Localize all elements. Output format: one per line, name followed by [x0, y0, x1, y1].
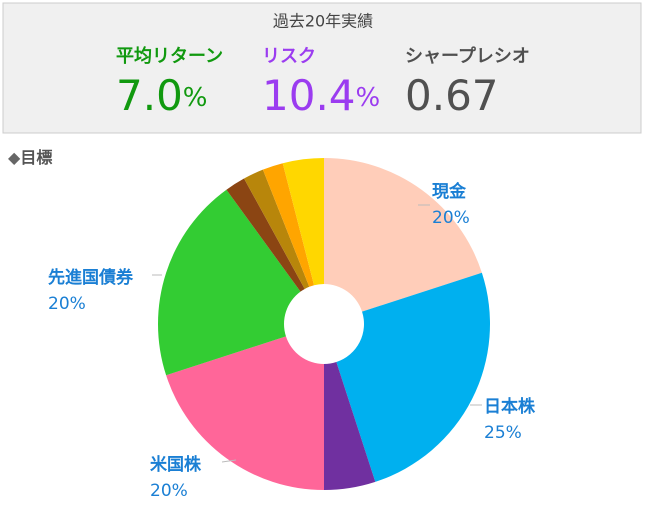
- stat-value: 7.0%: [116, 71, 208, 120]
- pie-slice: [324, 362, 376, 490]
- stat-label: リスク: [262, 46, 316, 67]
- stat-value: 0.67: [405, 71, 499, 120]
- pie-slice: [244, 169, 310, 289]
- pie-slice: [262, 163, 315, 287]
- slice-value-label: 20%: [150, 481, 188, 501]
- stat-unit: %: [183, 83, 208, 113]
- stat-unit: %: [356, 83, 381, 113]
- slice-label: 現金: [432, 181, 467, 202]
- slice-value-label: 20%: [48, 294, 86, 314]
- stat-label: シャープレシオ: [405, 45, 530, 67]
- section-text: 目標: [20, 148, 52, 167]
- stat-value: 10.4%: [262, 71, 380, 120]
- slice-label: 米国株: [150, 454, 202, 475]
- stat-number: 0.67: [405, 71, 499, 120]
- slice-label: 先進国債券: [48, 267, 134, 288]
- stat-number: 10.4: [262, 71, 356, 120]
- section-title: ◆目標: [8, 148, 52, 167]
- pie-slice: [324, 158, 482, 312]
- stat-label: 平均リターン: [116, 45, 223, 67]
- pie-slice: [158, 189, 301, 376]
- slice-value-label: 25%: [484, 423, 522, 443]
- pie-slice: [336, 272, 490, 482]
- pie-slice: [282, 158, 324, 286]
- slice-label: 日本株: [484, 396, 536, 417]
- pie-slice: [166, 336, 324, 490]
- slice-value-label: 20%: [432, 208, 470, 228]
- stats-title: 過去20年実績: [273, 12, 373, 31]
- pie-slice: [226, 178, 305, 292]
- diamond-icon: ◆: [8, 148, 21, 167]
- stats-box: [2, 2, 642, 134]
- stat-number: 7.0: [116, 71, 183, 120]
- leader-line: [221, 459, 237, 463]
